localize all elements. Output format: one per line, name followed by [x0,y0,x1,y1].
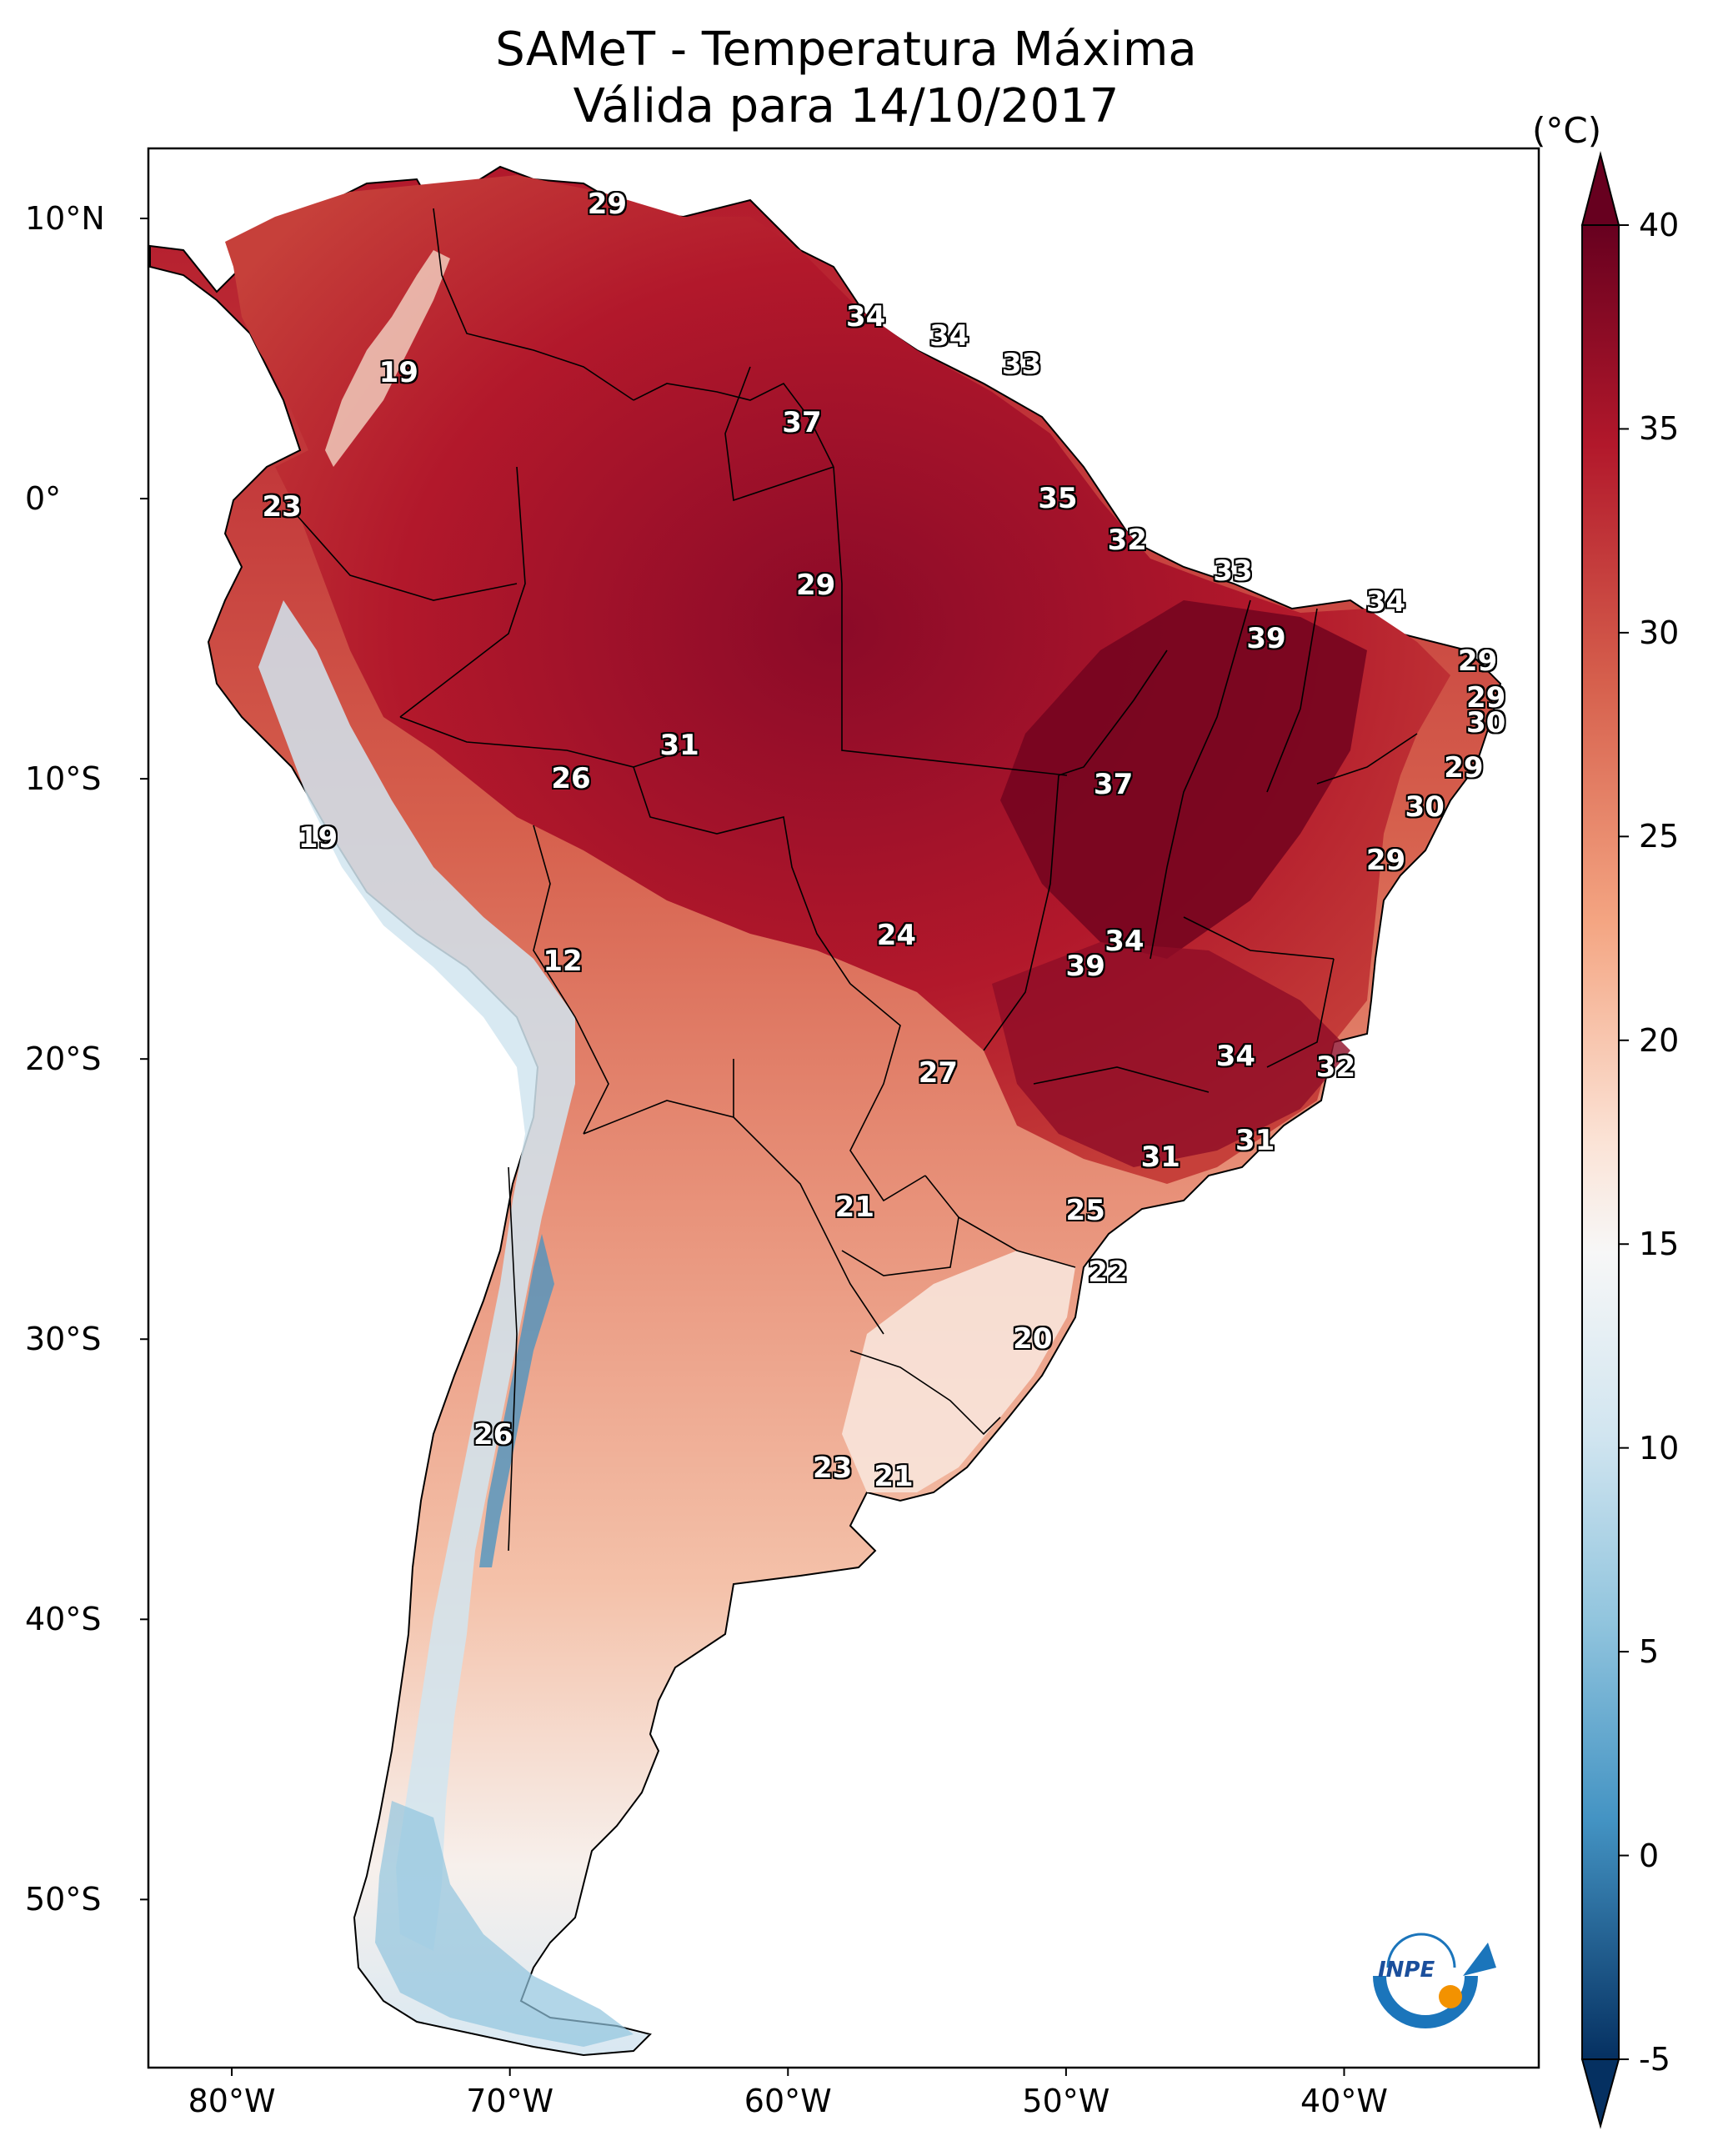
colorbar-tick-label: 10 [1639,1429,1680,1467]
hot-core-southeast [992,942,1350,1167]
temperature-value-label: 34 [1104,925,1144,959]
temperature-value-label: 29 [795,569,836,603]
temperature-value-label: 19 [378,355,418,389]
andes-north-cool [325,250,450,467]
temperature-value-label: 23 [812,1451,853,1485]
latitude-tick-label: 40°S [25,1601,102,1638]
colorbar-tick-label: -5 [1639,2041,1670,2078]
hot-core [1000,600,1367,959]
map-subtitle: Válida para 14/10/2017 [573,79,1119,133]
temperature-value-label: 34 [1365,585,1406,619]
temperature-value-label: 29 [1465,680,1506,714]
temperature-value-label: 31 [1140,1140,1180,1174]
longitude-tick-label: 60°W [744,2083,832,2119]
temperature-value-label: 31 [659,728,699,762]
temperature-value-label: 29 [587,188,628,222]
temperature-value-label: 26 [473,1417,513,1452]
temperature-value-label: 21 [874,1459,914,1493]
temperature-value-label: 39 [1246,622,1286,656]
temperature-value-label: 23 [262,490,302,524]
temperature-value-label: 29 [1457,644,1498,678]
country-borders [283,208,1418,1552]
colorbar-tick-label: 0 [1639,1837,1660,1874]
latitude-tick-label: 50°S [25,1881,102,1918]
temperature-value-label: 31 [1235,1123,1275,1157]
inpe-logo-icon [1373,1933,1496,2028]
temperature-value-label: 27 [918,1055,959,1090]
temperature-value-label: 22 [1088,1255,1128,1289]
longitude-tick-label: 70°W [466,2083,554,2119]
colorbar-tick-label: 5 [1639,1633,1660,1671]
latitude-tick-label: 10°N [25,200,105,237]
temperature-value-label: 19 [298,820,338,855]
colorbar-bottom-arrow [1580,2058,1620,2129]
colorbar-tick-label: 30 [1639,614,1680,651]
temperature-value-label: 34 [846,299,886,333]
latitude-tick-label: 10°S [25,760,102,798]
longitude-tick-label: 80°W [188,2083,276,2119]
temperature-value-label: 20 [1013,1322,1053,1356]
temperature-value-label: 37 [782,406,822,440]
temperature-value-label: 30 [1465,705,1506,740]
map-title: SAMeT - Temperatura Máxima [495,23,1197,77]
temperature-value-label: 26 [551,762,591,796]
temperature-value-label: 33 [1213,554,1253,589]
south-brazil-pale [842,1251,1075,1492]
andes-cool-band [258,600,575,1951]
colorbar-tick-label: 20 [1639,1021,1680,1059]
temperature-value-label: 25 [1065,1193,1105,1227]
colorbar-ticks [1619,224,1629,2060]
colorbar-tick-label: 40 [1639,207,1680,243]
colorbar-unit: (°C) [1532,110,1602,151]
temperature-value-label: 34 [929,319,969,353]
temperature-value-label: 32 [1315,1050,1356,1085]
colorbar-outline [1581,224,1620,2060]
colorbar-tick-label: 15 [1639,1226,1680,1263]
andes-cold-core [479,1234,554,1567]
temperature-value-label: 24 [876,919,917,953]
latitude-tick-label: 20°S [25,1040,102,1078]
colorbar-body [1582,225,1619,2059]
longitude-tick-label: 40°W [1300,2083,1388,2119]
temperature-value-label: 21 [834,1191,875,1225]
inpe-logo: INPE [1363,1918,1513,2034]
colorbar-tick-label: 25 [1639,818,1680,855]
temperature-value-label: 35 [1038,482,1078,516]
temperature-value-label: 33 [1001,347,1042,381]
colorbar-tick-label: 35 [1639,410,1680,448]
latitude-tick-label: 0° [25,480,62,518]
latitude-tick-label: 30°S [25,1321,102,1358]
temperature-value-label: 12 [543,944,583,978]
temperature-value-label: 30 [1405,790,1445,824]
temperature-value-label: 29 [1444,750,1484,785]
temperature-value-label: 29 [1365,843,1406,877]
patagonia-cool [375,1801,634,2047]
temperature-value-label: 39 [1065,950,1105,984]
temperature-value-label: 37 [1093,767,1134,801]
axis-ticks [140,218,1345,2076]
temperature-value-label: 34 [1215,1039,1256,1073]
colorbar-top-arrow [1580,151,1620,226]
temperature-value-label: 32 [1107,524,1147,558]
longitude-tick-label: 50°W [1022,2083,1110,2119]
inpe-logo-text: INPE [1378,1958,1435,1983]
